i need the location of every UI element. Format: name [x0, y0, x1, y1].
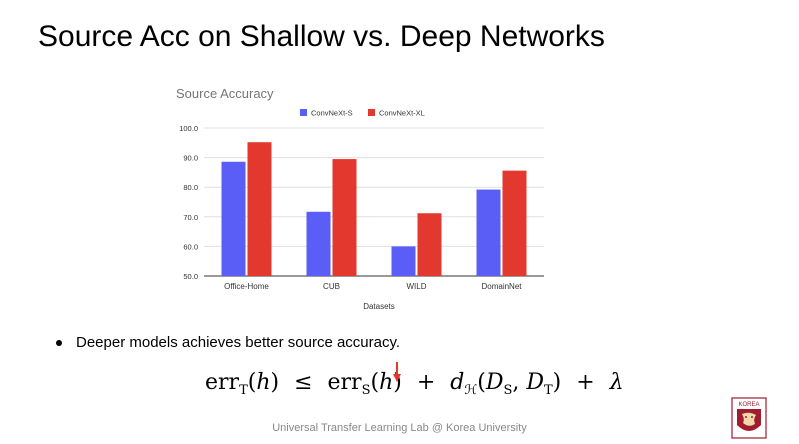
- bar-convnext-xl-domainnet: [502, 170, 527, 276]
- formula-lambda: λ: [609, 370, 624, 395]
- formula-h-2: h: [379, 370, 394, 395]
- bullet-point: Deeper models achieves better source acc…: [56, 334, 400, 351]
- bar-convnext-s-domainnet: [476, 189, 501, 276]
- bullet-text: Deeper models achieves better source acc…: [76, 334, 401, 351]
- bar-convnext-xl-wild: [417, 213, 442, 276]
- bar-convnext-s-cub: [306, 211, 331, 276]
- formula-err-t: err: [205, 370, 240, 395]
- formula-h-1: h: [256, 370, 271, 395]
- x-axis-label: Datasets: [363, 302, 395, 311]
- y-axis-ticks: 50.0 60.0 70.0 80.0 90.0 100.0: [179, 124, 198, 281]
- y-tick-label: 90.0: [183, 154, 198, 163]
- bar-convnext-s-wild: [391, 246, 416, 276]
- y-tick-label: 70.0: [183, 213, 198, 222]
- formula-dt: D: [526, 370, 544, 395]
- legend-label: ConvNeXt-S: [311, 109, 353, 118]
- chart-bars: [221, 142, 527, 276]
- formula-ds-sub: S: [503, 383, 513, 398]
- y-tick-label: 50.0: [183, 272, 198, 281]
- formula-leq: ≤: [294, 370, 313, 395]
- formula-plus-1: +: [416, 370, 436, 395]
- x-tick-label: DomainNet: [481, 282, 522, 291]
- logo-text: KOREA: [738, 402, 759, 408]
- bar-convnext-s-office-home: [221, 161, 246, 276]
- legend-label: ConvNeXt-XL: [379, 109, 425, 118]
- formula-sub-t: T: [239, 383, 248, 398]
- x-axis-ticks: Office-Home CUB WILD DomainNet: [224, 282, 522, 291]
- bullet-dot: [56, 339, 62, 346]
- chart-title: Source Accuracy: [176, 86, 274, 101]
- legend-swatch: [300, 109, 307, 116]
- footer-text: Universal Transfer Learning Lab @ Korea …: [272, 422, 527, 434]
- formula-err-s: err: [327, 370, 362, 395]
- x-tick-label: CUB: [323, 282, 340, 291]
- y-tick-label: 60.0: [183, 242, 198, 251]
- formula-sub-h: ℋ: [464, 383, 478, 398]
- red-down-arrow-icon: [393, 362, 401, 382]
- legend-swatch: [368, 109, 375, 116]
- bar-convnext-xl-office-home: [247, 142, 272, 276]
- bar-convnext-xl-cub: [332, 159, 357, 276]
- formula-sub-s: S: [361, 383, 371, 398]
- korea-university-logo: KOREA: [731, 397, 767, 439]
- generalization-bound-formula: errT(h) ≤ errS(h) + dℋ(DS, DT) + λ: [205, 370, 624, 398]
- formula-dt-sub: T: [544, 383, 553, 398]
- y-tick-label: 100.0: [179, 124, 198, 133]
- x-tick-label: Office-Home: [224, 282, 269, 291]
- slide-title: Source Acc on Shallow vs. Deep Networks: [38, 20, 605, 53]
- chart-legend: ConvNeXt-S ConvNeXt-XL: [300, 109, 425, 118]
- x-tick-label: WILD: [407, 282, 427, 291]
- formula-d: d: [450, 370, 465, 395]
- formula-ds: D: [485, 370, 504, 395]
- formula-plus-2: +: [576, 370, 595, 395]
- y-tick-label: 80.0: [183, 183, 198, 192]
- bar-chart: Source Accuracy ConvNeXt-S ConvNeXt-XL 50…: [176, 86, 544, 311]
